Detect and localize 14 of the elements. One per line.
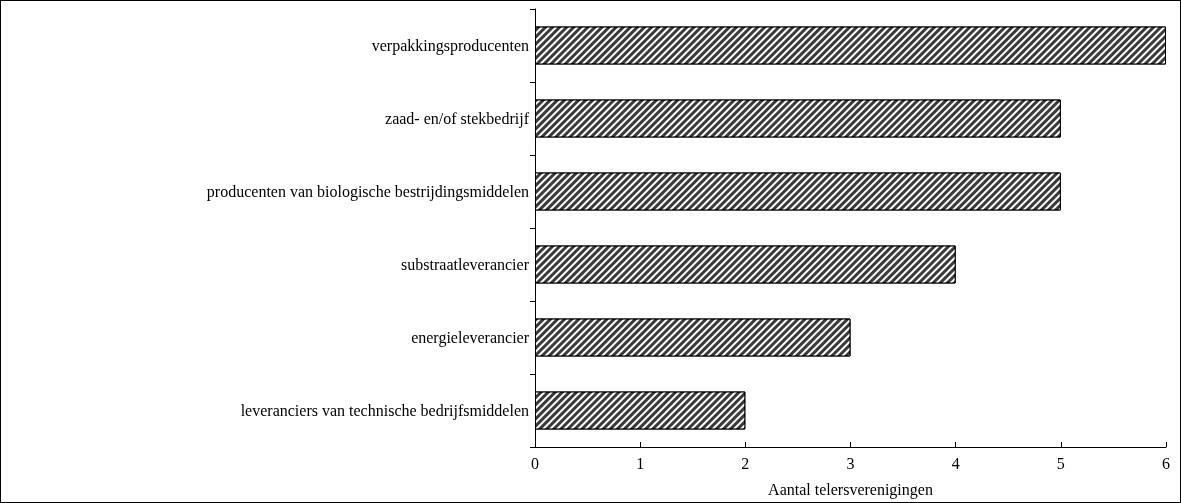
y-tick-label: zaad- en/of stekbedrijf [385, 110, 530, 128]
x-tick-label: 6 [1162, 454, 1170, 472]
x-tick-label: 1 [636, 454, 645, 472]
y-tick-label: energieleverancier [411, 329, 530, 347]
y-tick-label: substraatleverancier [401, 256, 530, 273]
y-tick-label: producenten van biologische bestrijdingsmiddelen [206, 183, 529, 201]
x-axis-title: Aantal telersverenigingen [768, 480, 933, 499]
x-tick-label: 5 [1056, 454, 1065, 472]
x-tick-label: 2 [741, 454, 750, 472]
y-tick-label: verpakkingsproducenten [371, 37, 529, 55]
x-tick-label: 4 [951, 454, 960, 472]
x-tick-label: 3 [846, 454, 855, 472]
x-tick-label: 0 [531, 454, 539, 472]
y-tick-label: leveranciers van technische bedrijfsmiddelen [240, 402, 529, 420]
